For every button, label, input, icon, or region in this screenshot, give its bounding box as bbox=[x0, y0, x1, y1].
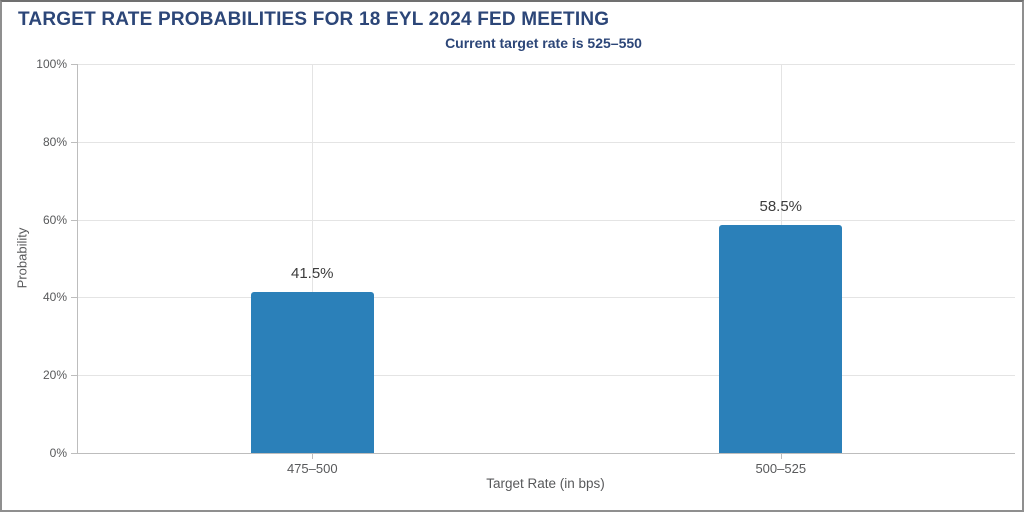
x-tick-label: 475–500 bbox=[286, 461, 338, 476]
x-axis-title: Target Rate (in bps) bbox=[486, 476, 605, 491]
y-tick-label: 40% bbox=[42, 290, 67, 305]
plot-area: 0% 20% 40% 60% 80% 100% 41.5% 475–500 58.5% 500–5… bbox=[36, 57, 1015, 476]
y-axis-tick bbox=[71, 64, 77, 65]
h-gridline bbox=[78, 297, 1015, 299]
y-tick-label: 80% bbox=[42, 134, 67, 149]
y-tick-label: 60% bbox=[42, 212, 67, 227]
y-axis-tick bbox=[71, 375, 77, 377]
v-gridline bbox=[312, 64, 314, 453]
x-axis-tick bbox=[780, 454, 782, 459]
h-gridline bbox=[78, 375, 1015, 377]
x-tick-label: 500–525 bbox=[755, 461, 807, 476]
x-axis-tick bbox=[312, 454, 314, 459]
bar-475–500[interactable] bbox=[250, 291, 374, 453]
y-tick-label: 100% bbox=[36, 57, 67, 71]
chart-subtitle: Current target rate is 525–550 bbox=[445, 35, 642, 51]
y-axis-tick bbox=[71, 219, 77, 221]
y-axis-tick bbox=[71, 297, 77, 299]
h-gridline bbox=[78, 64, 1015, 65]
bar-value-label: 58.5% bbox=[759, 198, 803, 216]
h-gridline bbox=[78, 141, 1015, 143]
bar-value-label: 41.5% bbox=[290, 264, 334, 282]
y-axis-tick bbox=[71, 453, 77, 454]
y-tick-label: 20% bbox=[42, 368, 67, 383]
h-gridline bbox=[78, 219, 1015, 221]
bar-500–525[interactable] bbox=[719, 225, 843, 453]
y-axis-title: Probability bbox=[14, 227, 30, 289]
y-tick-label: 0% bbox=[49, 446, 67, 460]
chart-title: TARGET RATE PROBABILITIES FOR 18 EYL 202… bbox=[18, 9, 610, 30]
y-axis-tick bbox=[71, 141, 77, 143]
